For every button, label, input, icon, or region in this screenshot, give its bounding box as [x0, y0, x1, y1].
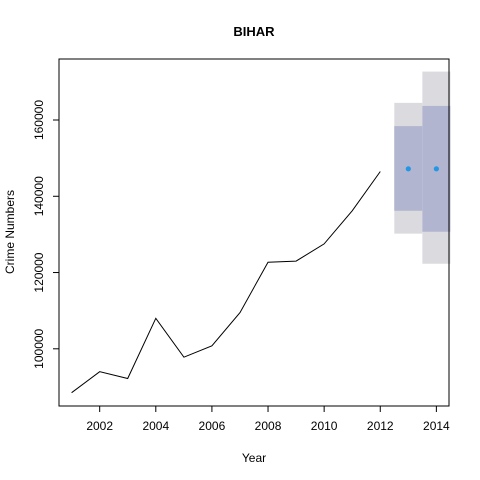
x-axis: 2002 2004 2006 2008 2010 2012 2014	[86, 405, 450, 433]
y-tick-label: 120000	[32, 252, 46, 292]
y-tick-label: 140000	[32, 176, 46, 216]
forecast-bands	[394, 71, 451, 264]
plot-frame	[58, 58, 450, 407]
forecast-point	[405, 166, 411, 172]
series-line	[71, 171, 381, 394]
x-tick-label: 2014	[423, 419, 450, 433]
y-tick-label: 100000	[32, 328, 46, 368]
series-group	[71, 171, 381, 394]
x-axis-label: Year	[242, 451, 266, 465]
x-tick-label: 2010	[311, 419, 338, 433]
forecast-point	[433, 166, 439, 172]
x-tick-label: 2004	[142, 419, 169, 433]
x-tick-label: 2012	[367, 419, 394, 433]
y-axis: 100000 120000 140000 160000	[32, 100, 60, 369]
x-tick-label: 2006	[199, 419, 226, 433]
forecast-points	[405, 166, 439, 172]
y-tick-label: 160000	[32, 100, 46, 140]
y-axis-label: Crime Numbers	[3, 190, 17, 274]
x-tick-label: 2008	[255, 419, 282, 433]
x-tick-label: 2002	[86, 419, 113, 433]
chart-title: BIHAR	[233, 24, 275, 39]
